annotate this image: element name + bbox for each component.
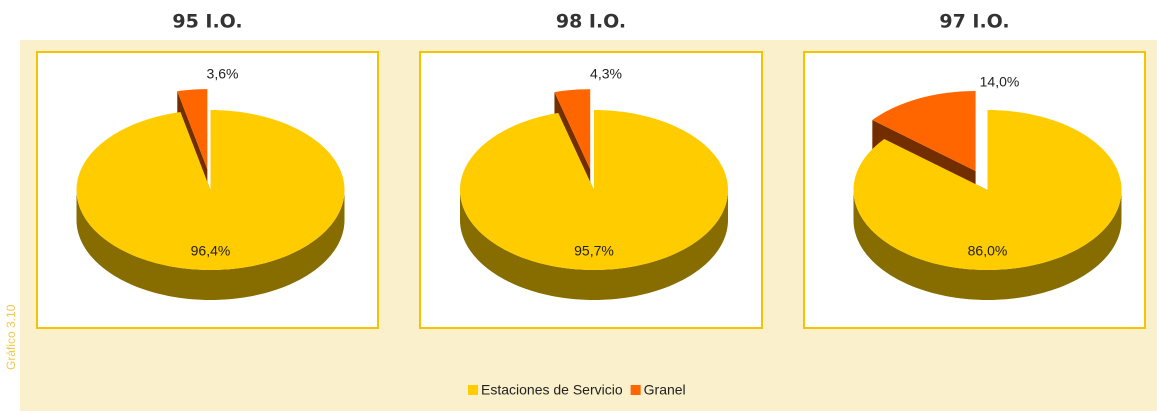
figure-label: Gráfico 3.10	[4, 304, 18, 370]
chart-title: 97 I.O.	[939, 11, 1009, 33]
value-label: 4,3%	[590, 66, 622, 82]
chart-title: 95 I.O.	[172, 11, 242, 33]
slice	[177, 89, 208, 170]
legend-swatch	[468, 385, 478, 395]
chart-title: 98 I.O.	[556, 11, 626, 33]
slice	[554, 89, 591, 170]
legend-label: Estaciones de Servicio	[481, 382, 623, 398]
slice	[872, 90, 976, 171]
legend-label: Granel	[644, 382, 686, 398]
legend-swatch	[630, 385, 641, 395]
slice	[76, 110, 345, 270]
value-label: 86,0%	[968, 243, 1008, 259]
value-label: 14,0%	[980, 74, 1020, 90]
value-label: 3,6%	[207, 66, 239, 82]
value-label: 95,7%	[574, 243, 614, 259]
slice	[853, 110, 1122, 270]
slice-wall	[76, 190, 345, 300]
value-label: 96,4%	[191, 243, 231, 259]
slice-wall	[460, 190, 728, 300]
slice	[460, 110, 728, 270]
slice-wall	[853, 190, 1122, 300]
